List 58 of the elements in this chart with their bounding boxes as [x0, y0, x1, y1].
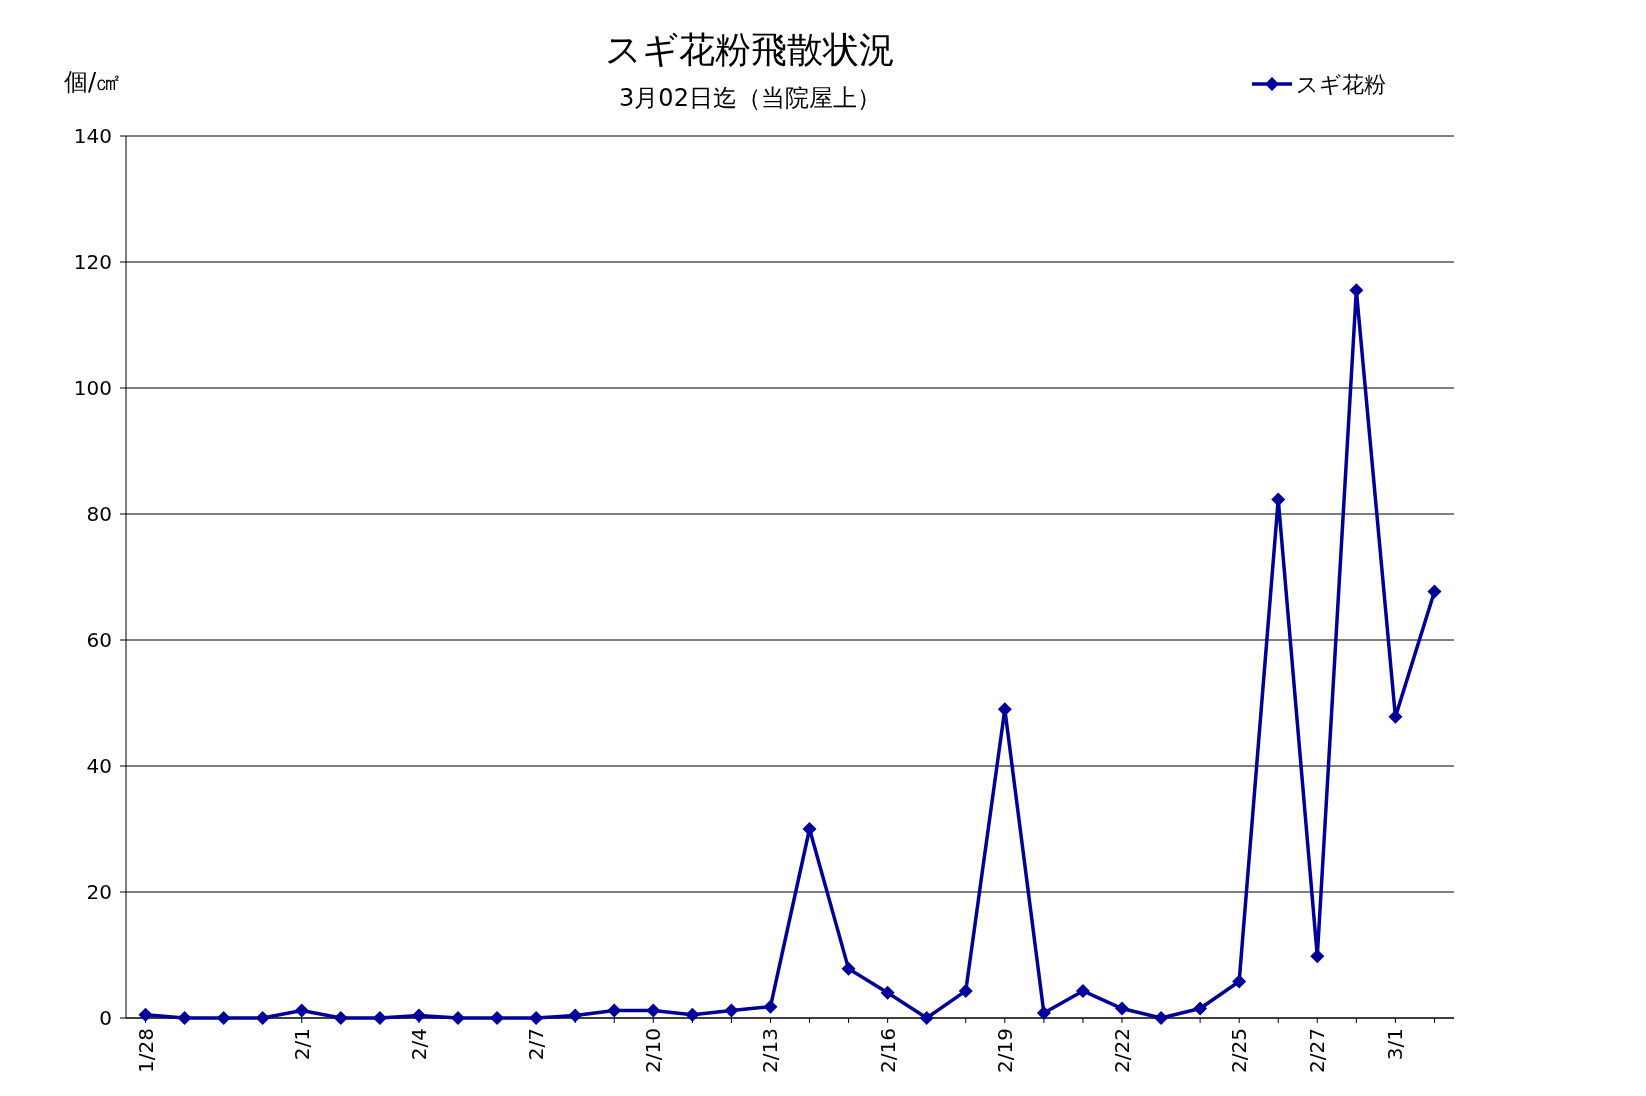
y-tick-label: 60 — [86, 628, 112, 652]
point — [607, 1003, 622, 1018]
point — [724, 1003, 739, 1018]
point — [1388, 709, 1403, 724]
y-tick-label: 100 — [73, 376, 112, 400]
point — [1232, 974, 1247, 989]
x-tick-label: 2/10 — [641, 1028, 666, 1073]
y-tick-label: 120 — [73, 250, 112, 274]
point — [1271, 492, 1286, 507]
x-tick-label: 2/27 — [1305, 1028, 1330, 1073]
point — [333, 1011, 348, 1025]
x-tick-label: 3/1 — [1383, 1028, 1408, 1061]
point — [451, 1011, 465, 1025]
point — [1075, 983, 1090, 998]
point — [958, 983, 973, 998]
y-tick-label: 80 — [86, 502, 112, 526]
x-tick-label: 2/1 — [289, 1028, 314, 1061]
point — [216, 1011, 231, 1025]
point — [1154, 1011, 1169, 1025]
point — [880, 985, 895, 1000]
x-tick-label: 2/4 — [406, 1028, 431, 1061]
point — [1036, 1005, 1051, 1020]
y-tick-label: 40 — [86, 754, 112, 778]
y-tick-label: 0 — [99, 1006, 112, 1030]
chart-title: スギ花粉飛散状況 — [605, 29, 895, 70]
point — [841, 961, 856, 976]
point — [1349, 283, 1364, 298]
y-tick-label: 20 — [86, 880, 112, 904]
x-tick-label: 2/22 — [1110, 1028, 1134, 1073]
point — [372, 1011, 387, 1025]
point — [646, 1003, 661, 1018]
point — [411, 1008, 426, 1023]
y-axis-title: 個/㎠ — [64, 68, 121, 96]
point — [177, 1011, 192, 1025]
point — [1193, 1001, 1208, 1016]
x-tick-label: 1/28 — [133, 1028, 158, 1073]
x-tick-label: 2/7 — [524, 1028, 549, 1061]
point — [138, 1007, 153, 1022]
legend-label: スギ花粉 — [1296, 72, 1386, 97]
point — [1310, 949, 1325, 964]
point — [763, 999, 778, 1014]
point — [255, 1011, 270, 1025]
x-tick-label: 2/19 — [992, 1028, 1017, 1073]
point — [997, 702, 1012, 717]
chart-subtitle: 3月02日迄（当院屋上） — [619, 84, 881, 112]
y-tick-label: 140 — [73, 124, 112, 148]
x-tick-label: 2/16 — [875, 1028, 900, 1073]
point — [490, 1011, 505, 1025]
point — [919, 1011, 934, 1025]
point — [568, 1008, 583, 1023]
point — [1115, 1001, 1129, 1016]
point — [294, 1003, 309, 1018]
point — [802, 822, 817, 836]
point — [529, 1011, 544, 1025]
point — [1427, 584, 1442, 599]
x-tick-label: 2/25 — [1227, 1028, 1252, 1073]
point — [685, 1007, 700, 1022]
x-tick-label: 2/13 — [758, 1028, 783, 1073]
